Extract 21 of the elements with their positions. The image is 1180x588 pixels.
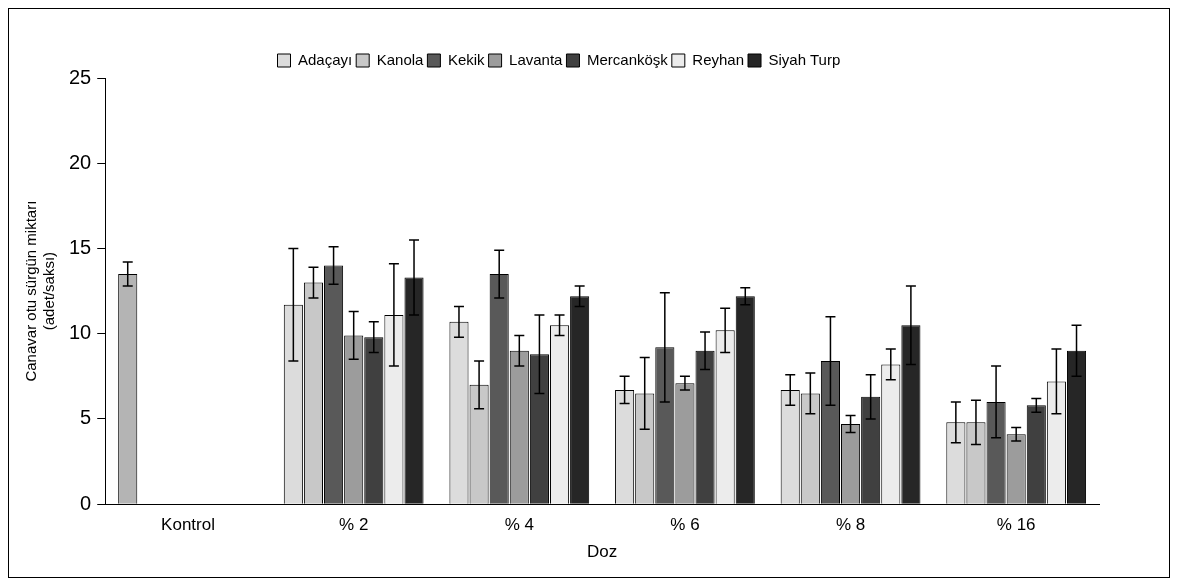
legend-label: Mercanköşk xyxy=(586,50,669,68)
legend-label: Reyhan xyxy=(692,50,745,68)
legend-label: Lavanta xyxy=(509,50,564,68)
y-tick-label: 10 xyxy=(69,321,92,344)
y-tick-label: 5 xyxy=(80,406,92,429)
x-tick-label: % 16 xyxy=(996,515,1036,535)
y-axis-title: Canavar otu sürgün miktarı (adet/saksı) xyxy=(22,200,58,382)
x-tick-label: % 8 xyxy=(835,515,866,535)
legend-label: Siyah Turp xyxy=(768,50,841,68)
x-axis-title: Doz xyxy=(587,542,618,562)
y-tick-label: 20 xyxy=(69,150,92,173)
y-tick-label: 0 xyxy=(80,491,92,514)
x-tick-label: % 4 xyxy=(504,515,534,535)
x-tick-label: Kontrol xyxy=(161,515,215,535)
y-tick-label: 15 xyxy=(69,236,92,258)
legend-label: Kekik xyxy=(447,50,486,68)
x-tick-label: % 2 xyxy=(339,515,369,535)
legend-label: Adaçayı xyxy=(298,50,353,68)
legend-label: Kanola xyxy=(376,50,425,68)
y-tick-label: 25 xyxy=(69,65,92,88)
x-tick-label: % 6 xyxy=(670,515,700,535)
